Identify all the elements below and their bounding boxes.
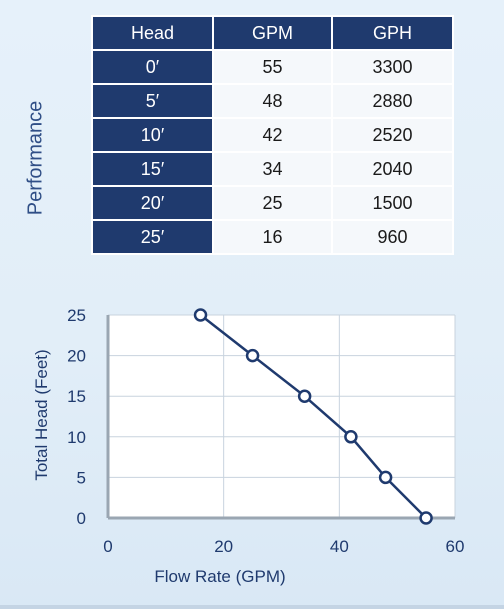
performance-table: Head GPM GPH 0′ 55 3300 5′ 48 2880 10′ 4… xyxy=(91,15,454,255)
head-cell: 15′ xyxy=(91,151,214,187)
gph-cell: 2880 xyxy=(331,83,454,119)
data-point xyxy=(378,470,393,485)
y-tick-label: 5 xyxy=(77,468,86,487)
x-tick-label: 60 xyxy=(446,537,465,556)
table-header-row: Head GPM GPH xyxy=(91,15,454,51)
y-tick-label: 25 xyxy=(67,306,86,325)
x-tick-label: 20 xyxy=(214,537,233,556)
table-row: 25′ 16 960 xyxy=(91,219,454,255)
gph-cell: 960 xyxy=(331,219,454,255)
gpm-cell: 16 xyxy=(212,219,333,255)
table-row: 0′ 55 3300 xyxy=(91,49,454,85)
plot-area xyxy=(108,315,455,518)
y-tick-label: 20 xyxy=(67,347,86,366)
head-cell: 5′ xyxy=(91,83,214,119)
table-row: 10′ 42 2520 xyxy=(91,117,454,153)
y-tick-label: 15 xyxy=(67,387,86,406)
gpm-cell: 55 xyxy=(212,49,333,85)
head-cell: 0′ xyxy=(91,49,214,85)
column-header-gpm: GPM xyxy=(212,15,333,51)
y-tick-label: 10 xyxy=(67,428,86,447)
table-row: 15′ 34 2040 xyxy=(91,151,454,187)
gpm-cell: 25 xyxy=(212,185,333,221)
table-row: 5′ 48 2880 xyxy=(91,83,454,119)
column-header-gph: GPH xyxy=(331,15,454,51)
data-point xyxy=(193,308,208,322)
head-cell: 10′ xyxy=(91,117,214,153)
gph-cell: 3300 xyxy=(331,49,454,85)
x-axis-title: Flow Rate (GPM) xyxy=(154,567,285,586)
gph-cell: 1500 xyxy=(331,185,454,221)
gpm-cell: 34 xyxy=(212,151,333,187)
gph-cell: 2520 xyxy=(331,117,454,153)
y-axis-title: Total Head (Feet) xyxy=(32,349,51,480)
data-point xyxy=(419,511,433,525)
column-header-head: Head xyxy=(91,15,214,51)
performance-label: Performance xyxy=(24,100,47,216)
x-tick-label: 0 xyxy=(103,537,112,556)
x-tick-label: 40 xyxy=(330,537,349,556)
head-cell: 20′ xyxy=(91,185,214,221)
table-row: 20′ 25 1500 xyxy=(91,185,454,221)
head-flow-chart: 0 5 10 15 20 25 0 20 40 60 Flow Rate (GPM) Total He… xyxy=(32,306,465,586)
gpm-cell: 48 xyxy=(212,83,333,119)
data-point xyxy=(245,348,260,363)
head-cell: 25′ xyxy=(91,219,214,255)
bottom-divider xyxy=(0,605,504,609)
gph-cell: 2040 xyxy=(331,151,454,187)
data-point xyxy=(297,389,312,403)
series-line xyxy=(199,314,427,519)
y-tick-label: 0 xyxy=(77,509,86,528)
data-point xyxy=(344,430,358,444)
gpm-cell: 42 xyxy=(212,117,333,153)
